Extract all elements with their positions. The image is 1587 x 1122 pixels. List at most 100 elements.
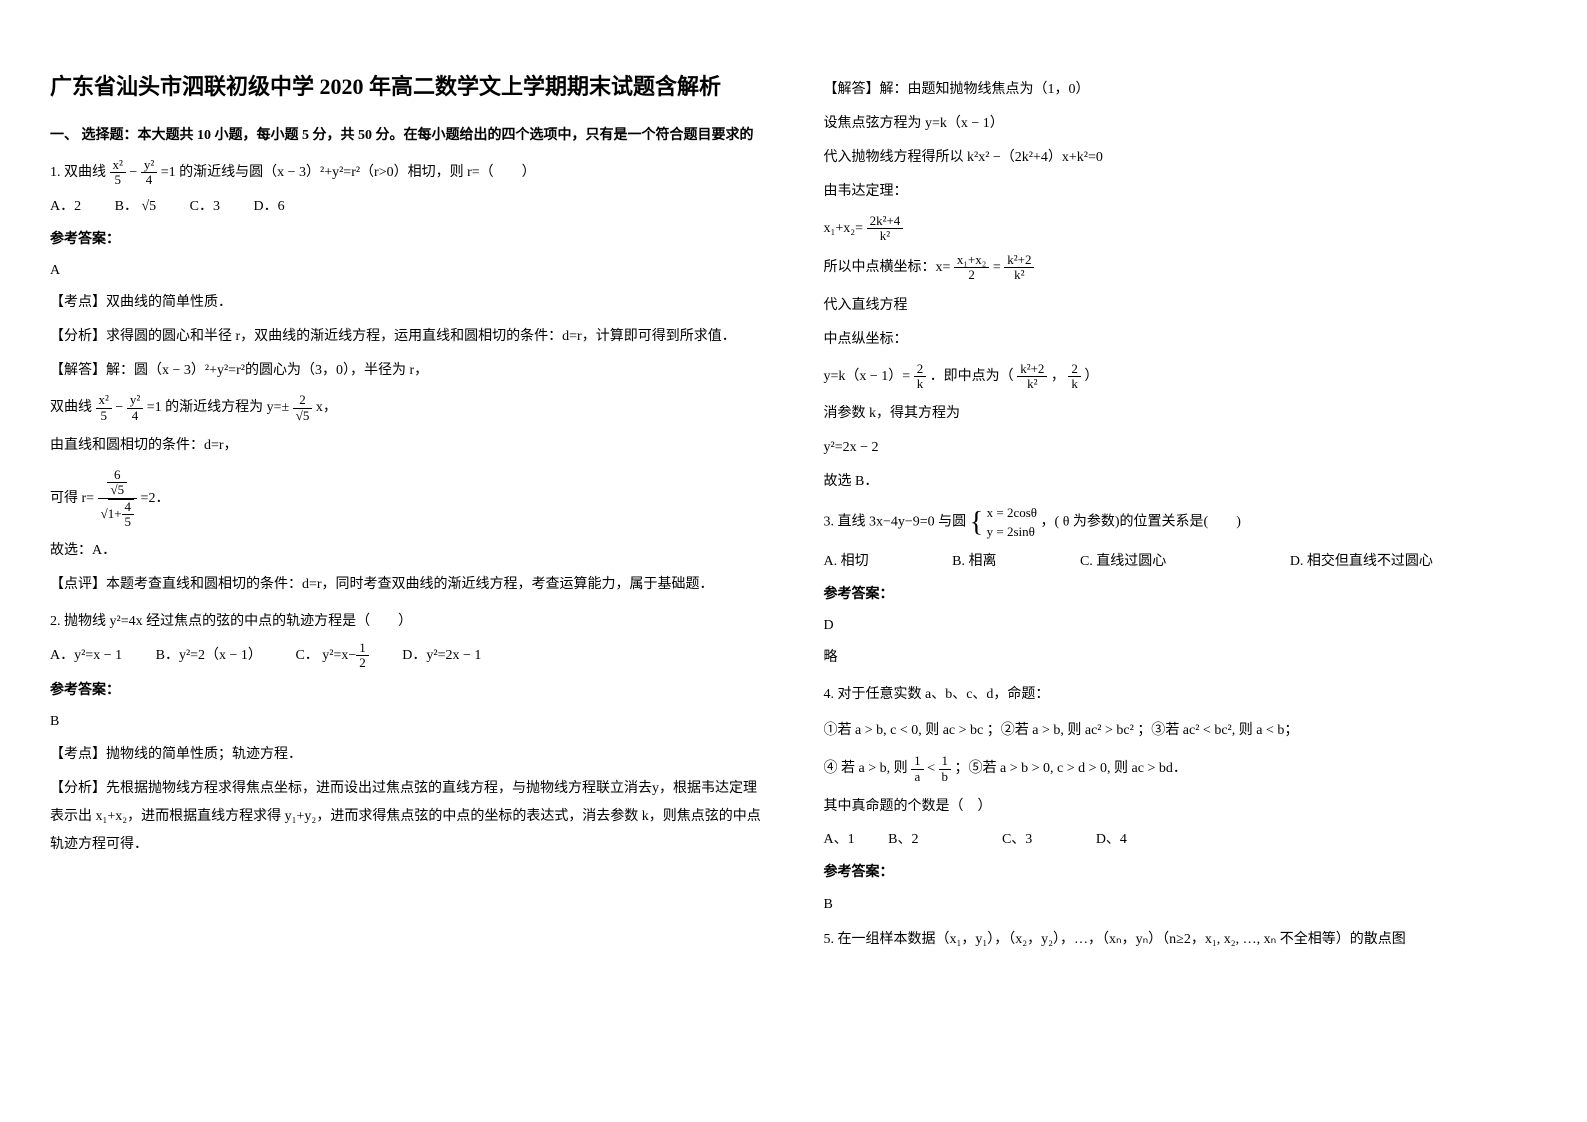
circled: ；③ <box>1137 723 1165 738</box>
q1-stem-pre: 1. 双曲线 <box>50 165 110 180</box>
q4-options: A、1 B、2 C、3 D、4 <box>824 827 1538 852</box>
text: y²=x− <box>322 648 356 663</box>
frac-big: 6 √5 √1+45 <box>98 468 137 529</box>
period: ． <box>1173 761 1187 776</box>
frac-den: 5 <box>96 409 112 423</box>
frac: 2 √5 <box>293 393 313 423</box>
q3-options: A. 相切 B. 相离 C. 直线过圆心 D. 相交但直线不过圆心 <box>824 549 1538 574</box>
q2r-l9: y=k（x − 1）= 2 k ．即中点为（ k²+2 k² ， 2 k ） <box>824 362 1538 393</box>
q3-optD: D. 相交但直线不过圆心 <box>1290 549 1433 574</box>
q2r-l11: y²=2x − 2 <box>824 434 1538 462</box>
section-header: 一、 选择题：本大题共 10 小题，每小题 5 分，共 50 分。在每小题给出的… <box>50 123 764 148</box>
q3-optB: B. 相离 <box>952 549 996 574</box>
frac: 1 a <box>911 754 924 784</box>
q4-optD: D、4 <box>1096 827 1127 852</box>
answer-label: 参考答案： <box>824 582 1538 607</box>
q2-kaodian: 【考点】抛物线的简单性质；轨迹方程． <box>50 741 764 769</box>
frac: k²+2 k² <box>1004 253 1034 283</box>
frac-den: k <box>1068 377 1081 391</box>
frac-num: 6 √5 <box>98 468 137 499</box>
q4-line2: ④ 若 a > b, 则 1 a < 1 b ；⑤若 a > b > 0, c … <box>824 754 1538 785</box>
q2r-l12: 故选 B． <box>824 468 1538 496</box>
text: ．即中点为（ <box>930 369 1014 384</box>
q4-answer: B <box>824 892 1538 917</box>
q1-jieda-l2: 双曲线 x² 5 − y² 4 =1 的渐近线方程为 y=± 2 √5 x， <box>50 393 764 424</box>
answer-label: 参考答案： <box>50 227 764 252</box>
q1-dianping: 【点评】本题考查直线和圆相切的条件：d=r，同时考查双曲线的渐近线方程，考查运算… <box>50 571 764 599</box>
frac-num: x² <box>96 393 112 408</box>
q4-qtext: 其中真命题的个数是（ ） <box>824 793 1538 821</box>
frac: 2k²+4 k² <box>867 214 904 244</box>
q2r-l3: 代入抛物线方程得所以 k²x² −（2k²+4）x+k²=0 <box>824 144 1538 172</box>
cases: x = 2cosθ y = 2sinθ <box>987 504 1037 540</box>
frac-den: k² <box>1004 268 1034 282</box>
q3-optC: C. 直线过圆心 <box>1080 549 1166 574</box>
frac-den: √1+45 <box>98 499 137 530</box>
frac: x₁+x₂ 2 <box>954 253 989 283</box>
q3-optA: A. 相切 <box>824 549 869 574</box>
prop: 若 a > b > 0, c > d > 0, 则 ac > bd <box>983 761 1173 776</box>
text: x， <box>316 400 337 415</box>
q2r-l5: x₁+x₂= 2k²+4 k² <box>824 214 1538 245</box>
q2-optB: B．y²=2（x − 1） <box>156 643 262 668</box>
text: ， <box>1051 369 1065 384</box>
q2-options: A．y²=x − 1 B．y²=2（x − 1） C． y²=x−12 D．y²… <box>50 641 764 671</box>
q1-frac1: x² 5 <box>110 158 126 188</box>
frac-num: 2k²+4 <box>867 214 904 229</box>
q2-optD: D．y²=2x − 1 <box>402 643 481 668</box>
frac-num: 2 <box>1068 362 1081 377</box>
q1-kaodian: 【考点】双曲线的简单性质． <box>50 289 764 317</box>
frac-num: x₁+x₂ <box>954 253 989 268</box>
frac-den: 4 <box>141 173 157 187</box>
semi: ； <box>1284 723 1298 738</box>
q2r-l6: 所以中点横坐标：x= x₁+x₂ 2 = k²+2 k² <box>824 253 1538 284</box>
q1-jieda-l5: 故选：A． <box>50 537 764 565</box>
frac-num: 1 <box>356 641 369 656</box>
q2-optC: C． y²=x−12 <box>295 641 368 671</box>
q2-answer: B <box>50 709 764 734</box>
opt-val: √5 <box>141 199 156 214</box>
frac-num: 2 <box>914 362 927 377</box>
q1-fenxi: 【分析】求得圆的圆心和半径 r，双曲线的渐近线方程，运用直线和圆相切的条件：d=… <box>50 323 764 351</box>
frac: 6 √5 <box>107 468 127 498</box>
text: 3. 直线 3x−4y−9=0 与圆 <box>824 515 967 530</box>
q1-optB: B． √5 <box>115 194 157 219</box>
text: =2． <box>141 491 170 506</box>
case-line: y = 2sinθ <box>987 523 1037 541</box>
frac-den: 5 <box>110 173 126 187</box>
frac: 45 <box>122 500 135 530</box>
q1-jieda-l1: 【解答】解：圆（x − 3）²+y²=r²的圆心为（3，0），半径为 r， <box>50 357 764 385</box>
q1-answer: A <box>50 258 764 283</box>
q4-optA: A、1 <box>824 827 855 852</box>
frac-den: a <box>911 770 924 784</box>
q1-stem: 1. 双曲线 x² 5 − y² 4 =1 的渐近线与圆（x − 3）²+y²=… <box>50 158 764 188</box>
frac-num: 2 <box>293 393 313 408</box>
frac-den: k² <box>1017 377 1047 391</box>
text: C． <box>295 648 318 663</box>
q4-optB: B、2 <box>888 827 918 852</box>
q5-stem: 5. 在一组样本数据（x₁，y₁），（x₂，y₂），…，（xₙ，yₙ）（n≥2，… <box>824 927 1538 952</box>
frac-num: 1 <box>939 754 952 769</box>
q2-fenxi: 【分析】先根据抛物线方程求得焦点坐标，进而设出过焦点弦的直线方程，与抛物线方程联… <box>50 775 764 859</box>
minus: − <box>129 165 140 180</box>
frac: y² 4 <box>127 393 143 423</box>
q2r-l2: 设焦点弦方程为 y=k（x − 1） <box>824 110 1538 138</box>
frac-den: √5 <box>107 483 127 497</box>
frac: 2 k <box>1068 362 1081 392</box>
frac-den: k <box>914 377 927 391</box>
text: < <box>927 761 938 776</box>
prop: 若 a > b, 则 ac² > bc² <box>1015 723 1134 738</box>
q2r-l1: 【解答】解：由题知抛物线焦点为（1，0） <box>824 76 1538 104</box>
q1-stem-post: =1 的渐近线与圆（x − 3）²+y²=r²（r>0）相切，则 r=（ ） <box>161 165 536 180</box>
frac-den: 2 <box>954 268 989 282</box>
q2r-l7: 代入直线方程 <box>824 292 1538 320</box>
q2r-l8: 中点纵坐标： <box>824 326 1538 354</box>
answer-label: 参考答案： <box>824 860 1538 885</box>
text: x₁+x₂= <box>824 221 867 236</box>
q2-optA: A．y²=x − 1 <box>50 643 122 668</box>
frac-den: 2 <box>356 656 369 670</box>
q3-lue: 略 <box>824 644 1538 672</box>
frac-num: k²+2 <box>1017 362 1047 377</box>
q4-line1: ①若 a > b, c < 0, 则 ac > bc ；②若 a > b, 则 … <box>824 716 1538 747</box>
text: ，( θ 为参数)的位置关系是( ) <box>1041 515 1241 530</box>
